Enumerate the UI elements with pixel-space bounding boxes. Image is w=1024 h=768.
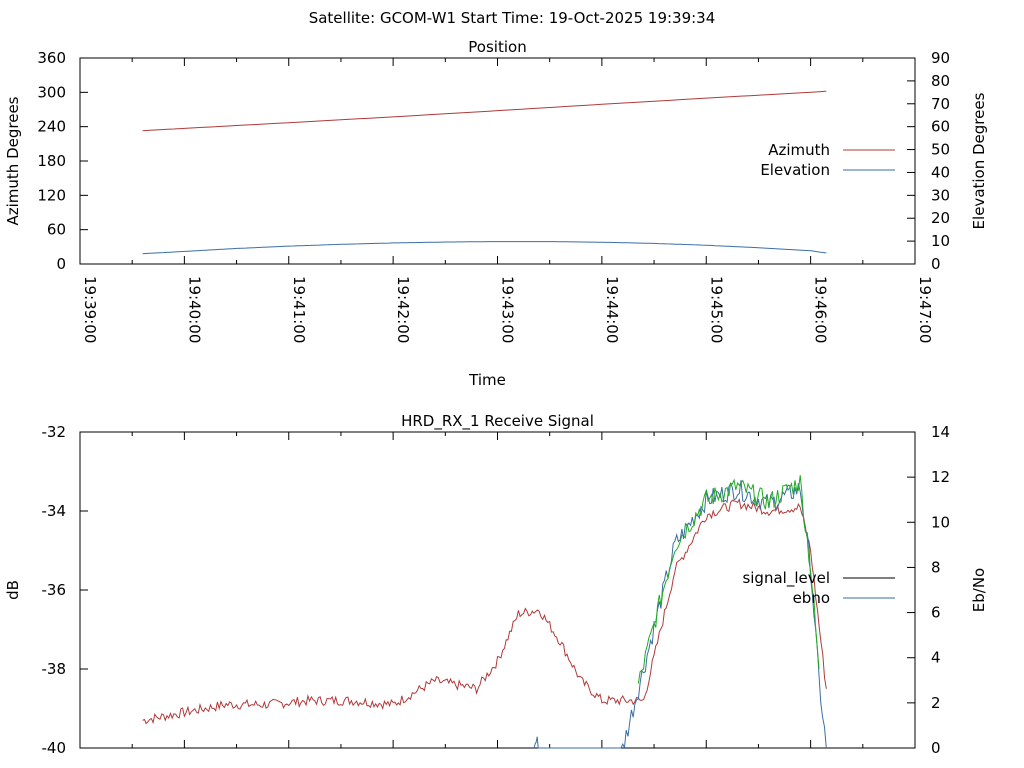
plot-frame (79, 431, 916, 749)
legend-label: signal_level (742, 569, 830, 588)
y2-tick-label: 8 (931, 558, 941, 576)
y2-tick-label: 70 (931, 95, 950, 113)
header-title: Satellite: GCOM-W1 Start Time: 19-Oct-20… (309, 9, 716, 27)
y-tick-label: -38 (42, 660, 67, 678)
y2-tick-label: 2 (931, 694, 941, 712)
y-tick-label: 300 (37, 83, 66, 101)
y2-tick-label: 50 (931, 141, 950, 159)
x-tick-label: 19:44:00 (603, 276, 621, 343)
x-axis-label: Time (468, 371, 506, 389)
x-tick-label: 19:39:00 (81, 276, 99, 343)
y2-tick-label: 90 (931, 49, 950, 67)
y-axis-label: Azimuth Degrees (4, 96, 22, 225)
legend-label: Azimuth (768, 141, 830, 159)
y2-tick-label: 20 (931, 209, 950, 227)
position-chart: Position 0 60 120 180 240 300 360 0 10 20 30 40 50 60 7… (4, 38, 988, 389)
y2-tick-label: 12 (931, 468, 950, 486)
y2-tick-label: 14 (931, 423, 950, 441)
series-line-Azimuth (142, 90, 827, 132)
y2-tick-label: 0 (931, 255, 941, 273)
y-tick-label: 60 (47, 221, 66, 239)
y2-tick-label: 0 (931, 739, 941, 757)
y-tick-label: 0 (56, 255, 66, 273)
x-tick-label: 19:41:00 (290, 276, 308, 343)
x-tick-label: 19:45:00 (707, 276, 725, 343)
y2-axis-label: Eb/No (970, 568, 988, 612)
receive-signal-chart: HRD_RX_1 Receive Signal -40 -38 -36 -34 -32 0 2… (4, 412, 988, 757)
x-tick-label: 19:42:00 (394, 276, 412, 343)
y2-tick-label: 80 (931, 72, 950, 90)
y2-tick-label: 30 (931, 186, 950, 204)
y-axis-label: dB (4, 580, 22, 600)
y-tick-label: -34 (42, 502, 67, 520)
y-tick-label: -32 (42, 423, 67, 441)
series-line-ebno (533, 480, 827, 750)
series-line-Elevation (142, 241, 827, 255)
x-tick-label: 19:43:00 (499, 276, 517, 343)
y-tick-label: 120 (37, 186, 66, 204)
y2-tick-label: 4 (931, 649, 941, 667)
y-tick-label: -40 (42, 739, 67, 757)
legend-label: Elevation (760, 161, 830, 179)
y-tick-label: 180 (37, 152, 66, 170)
y2-tick-label: 6 (931, 604, 941, 622)
y2-tick-label: 10 (931, 513, 950, 531)
chart-title: Position (468, 38, 526, 56)
chart-title: HRD_RX_1 Receive Signal (401, 412, 594, 431)
y2-tick-label: 60 (931, 118, 950, 136)
y2-axis-label: Elevation Degrees (970, 92, 988, 229)
y2-tick-label: 10 (931, 232, 950, 250)
x-tick-label: 19:46:00 (812, 276, 830, 343)
y2-tick-label: 40 (931, 163, 950, 181)
y-tick-label: 360 (37, 49, 66, 67)
y-tick-label: -36 (42, 581, 67, 599)
series-line-signal_level (142, 498, 827, 725)
x-tick-label: 19:47:00 (916, 276, 934, 343)
series-line-trace-2 (637, 475, 820, 684)
x-tick-label: 19:40:00 (185, 276, 203, 343)
y-tick-label: 240 (37, 118, 66, 136)
legend-label: ebno (793, 589, 830, 607)
